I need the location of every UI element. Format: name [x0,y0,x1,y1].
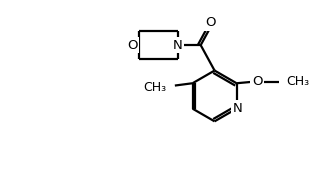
Text: CH₃: CH₃ [143,81,166,94]
Text: O: O [127,39,137,52]
Text: CH₃: CH₃ [287,75,310,88]
Text: N: N [232,102,242,115]
Text: O: O [252,75,263,88]
Text: N: N [173,39,183,52]
Text: O: O [206,16,216,29]
